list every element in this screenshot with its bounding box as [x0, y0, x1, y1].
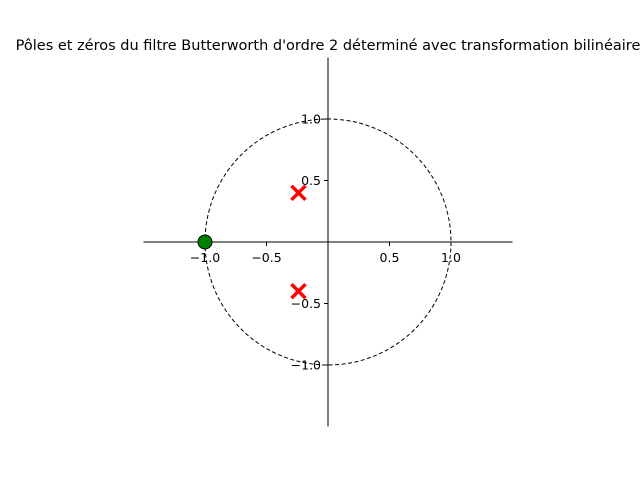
- x-tick-label: −1.0: [190, 250, 220, 265]
- y-tick-label: −1.0: [291, 358, 321, 373]
- y-tick-label: 0.5: [301, 173, 321, 188]
- x-tick-label: −0.5: [251, 250, 281, 265]
- markers: [197, 184, 307, 300]
- pole-marker: [290, 282, 307, 300]
- zero-marker: [197, 234, 213, 250]
- chart-title: Pôles et zéros du filtre Butterworth d'o…: [16, 38, 640, 54]
- ticks: −1.0 −0.5 0.5 1.0 1.0 0.5 −0.5 −1.0: [190, 112, 461, 373]
- x-tick-label: 1.0: [441, 250, 461, 265]
- x-tick-label: 0.5: [380, 250, 400, 265]
- y-tick-label: −0.5: [291, 296, 321, 311]
- y-tick-label: 1.0: [301, 112, 321, 127]
- pole-marker: [290, 184, 307, 202]
